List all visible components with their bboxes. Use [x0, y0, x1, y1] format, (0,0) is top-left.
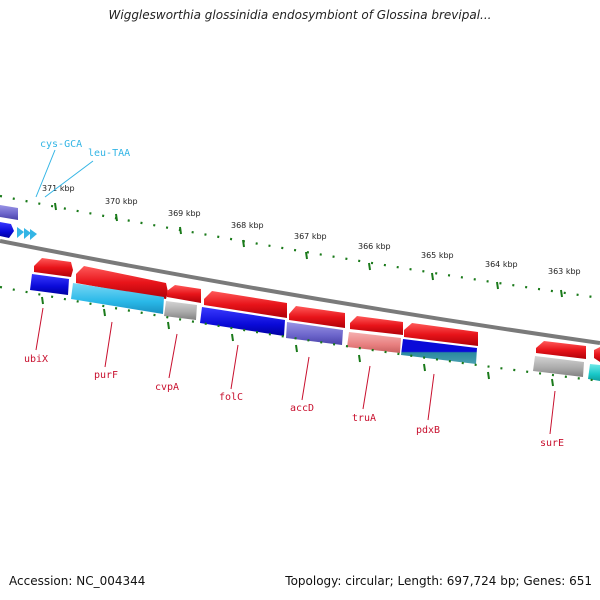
gene-label-cvpA: cvpA: [155, 382, 179, 393]
gene-label-truA: truA: [352, 413, 376, 424]
gene-arrow-purF: [76, 266, 168, 299]
gene-label-folC: folC: [219, 392, 243, 403]
cog-bar-purF: [71, 283, 164, 314]
cog-bar-cvpA: [164, 301, 197, 320]
kbp-label-370: 370 kbp: [105, 197, 138, 206]
kbp-label-364: 364 kbp: [485, 260, 518, 269]
kbp-label-363: 363 kbp: [548, 267, 581, 276]
trna-arrows: [17, 227, 37, 240]
gene-arrow-truA: [350, 316, 403, 335]
kbp-label-367: 367 kbp: [294, 232, 327, 241]
gene-arrow-accD: [289, 306, 345, 328]
gene-label-surE: surE: [540, 438, 564, 449]
genome-backbone: [0, 239, 600, 345]
cog-bar-surE: [533, 356, 584, 377]
trna-label-leu-taa: leu-TAA: [88, 148, 130, 159]
gene-leaders: [35, 307, 556, 435]
genome-summary-text: Topology: circular; Length: 697,724 bp; …: [285, 574, 592, 588]
cog-bar-truA: [347, 332, 401, 353]
kbp-label-368: 368 kbp: [231, 221, 264, 230]
gene-arrow-pdxB: [404, 323, 478, 346]
feature-purple-partial: [0, 205, 18, 220]
trna-label-cys-gca: cys-GCA: [40, 139, 82, 150]
cog-bar-partial: [588, 364, 600, 381]
kbp-label-369: 369 kbp: [168, 209, 201, 218]
inner-major-ticks: [41, 296, 554, 387]
forward-genes: [34, 258, 600, 362]
kbp-label-371: 371 kbp: [42, 184, 75, 193]
gene-arrow-surE: [536, 341, 586, 359]
gene-arrow-folC: [204, 291, 287, 318]
trna-leader-cys: [35, 149, 56, 198]
kbp-label-366: 366 kbp: [358, 242, 391, 251]
accession-text: Accession: NC_004344: [9, 574, 146, 588]
kbp-label-365: 365 kbp: [421, 251, 454, 260]
map-title: Wigglesworthia glossinidia endosymbiont …: [108, 8, 492, 22]
major-ticks: [54, 202, 563, 298]
cog-bar-ubiX: [30, 274, 69, 295]
cog-bar-accD: [286, 322, 343, 345]
cog-bars: [30, 274, 600, 381]
gene-arrow-ubiX: [34, 258, 73, 277]
gene-arrow-cvpA: [167, 285, 201, 303]
trna-leader-leu: [44, 160, 94, 198]
cog-bar-folC: [200, 307, 285, 336]
feature-blue-partial: [0, 222, 14, 238]
cog-bar-pdxB: [401, 339, 477, 364]
gene-label-accD: accD: [290, 403, 314, 414]
gene-label-ubiX: ubiX: [24, 354, 48, 365]
gene-label-pdxB: pdxB: [416, 425, 440, 436]
gene-arrow-partial: [594, 347, 600, 362]
gene-label-purF: purF: [94, 370, 118, 381]
